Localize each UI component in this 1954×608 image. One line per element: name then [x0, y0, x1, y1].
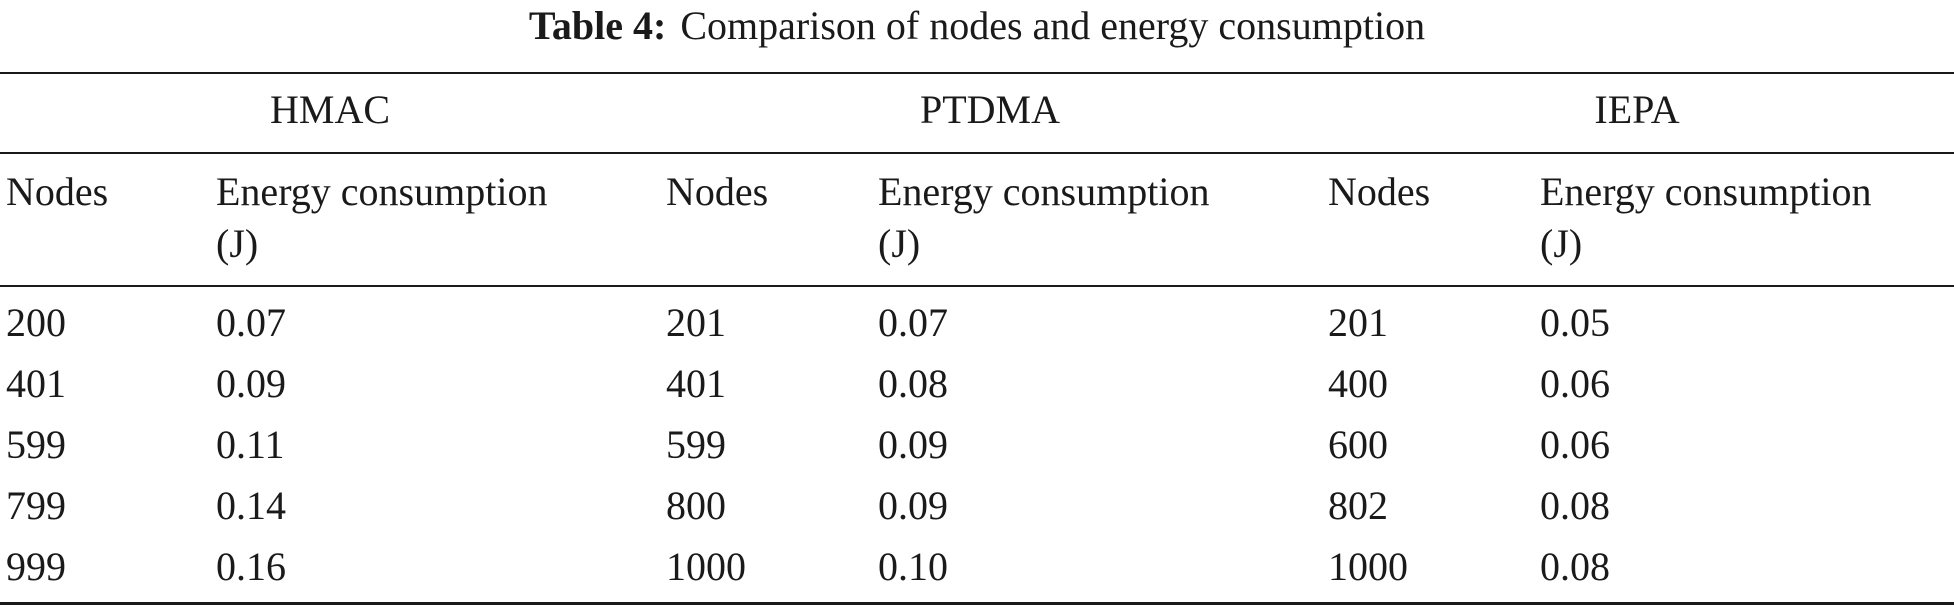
- column-header-energy: Energy consumption (J): [1540, 166, 1871, 270]
- table-cell: 999: [6, 544, 66, 589]
- table-cell: 0.08: [1540, 544, 1610, 589]
- table-bottom-rule: [0, 602, 1954, 605]
- table-caption-label: Table 4:: [528, 3, 667, 48]
- column-header-energy-line2: (J): [1540, 221, 1583, 266]
- column-header-energy-line2: (J): [216, 221, 259, 266]
- table-cell: 1000: [666, 544, 746, 589]
- column-header-energy-line1: Energy consumption: [216, 169, 548, 214]
- table-cell: 400: [1328, 361, 1388, 406]
- table-cell: 0.09: [878, 422, 948, 467]
- table-cell: 0.07: [216, 300, 286, 345]
- table-cell: 201: [1328, 300, 1388, 345]
- table-cell: 0.05: [1540, 300, 1610, 345]
- table-cell: 600: [1328, 422, 1388, 467]
- column-header-nodes: Nodes: [6, 169, 109, 214]
- table-cell: 799: [6, 483, 66, 528]
- table-cell: 0.08: [878, 361, 948, 406]
- table-cell: 0.14: [216, 483, 286, 528]
- table-cell: 201: [666, 300, 726, 345]
- table-cell: 1000: [1328, 544, 1408, 589]
- table-cell: 0.07: [878, 300, 948, 345]
- group-header-ptdma: PTDMA: [919, 87, 1061, 132]
- group-header-iepa: IEPA: [1594, 87, 1680, 132]
- column-header-nodes: Nodes: [666, 169, 769, 214]
- table-caption-text: Comparison of nodes and energy consumpti…: [680, 3, 1426, 48]
- table-top-rule: [0, 72, 1954, 74]
- table-cell: 599: [6, 422, 66, 467]
- table-caption: Table 4: Comparison of nodes and energy c…: [0, 0, 1954, 52]
- column-header-rule: [0, 285, 1954, 287]
- table-cell: 0.06: [1540, 361, 1610, 406]
- table-cell: 0.11: [216, 422, 285, 467]
- table-cell: 599: [666, 422, 726, 467]
- table-cell: 0.10: [878, 544, 948, 589]
- column-header-energy-line2: (J): [878, 221, 921, 266]
- table-cell: 0.06: [1540, 422, 1610, 467]
- table-cell: 0.08: [1540, 483, 1610, 528]
- column-header-nodes: Nodes: [1328, 169, 1431, 214]
- group-header-rule: [0, 152, 1954, 154]
- table-cell: 0.09: [878, 483, 948, 528]
- group-header-hmac: HMAC: [269, 87, 391, 132]
- table-cell: 0.09: [216, 361, 286, 406]
- table-cell: 802: [1328, 483, 1388, 528]
- table-cell: 200: [6, 300, 66, 345]
- table-cell: 401: [6, 361, 66, 406]
- column-header-energy-line1: Energy consumption: [1540, 169, 1872, 214]
- table-cell: 401: [666, 361, 726, 406]
- column-header-energy: Energy consumption (J): [216, 166, 547, 270]
- table-cell: 800: [666, 483, 726, 528]
- table-cell: 0.16: [216, 544, 286, 589]
- column-header-energy: Energy consumption (J): [878, 166, 1209, 270]
- column-header-energy-line1: Energy consumption: [878, 169, 1210, 214]
